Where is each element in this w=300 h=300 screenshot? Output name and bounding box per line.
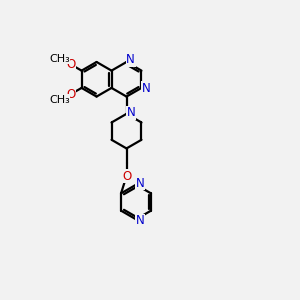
Text: N: N [142,82,150,95]
Text: CH₃: CH₃ [49,54,70,64]
Text: N: N [136,177,145,190]
Text: CH₃: CH₃ [49,95,70,105]
Text: O: O [66,88,75,100]
Text: N: N [136,214,145,227]
Text: N: N [127,106,136,119]
Text: O: O [122,169,131,183]
Text: O: O [66,58,75,71]
Text: N: N [126,53,135,66]
